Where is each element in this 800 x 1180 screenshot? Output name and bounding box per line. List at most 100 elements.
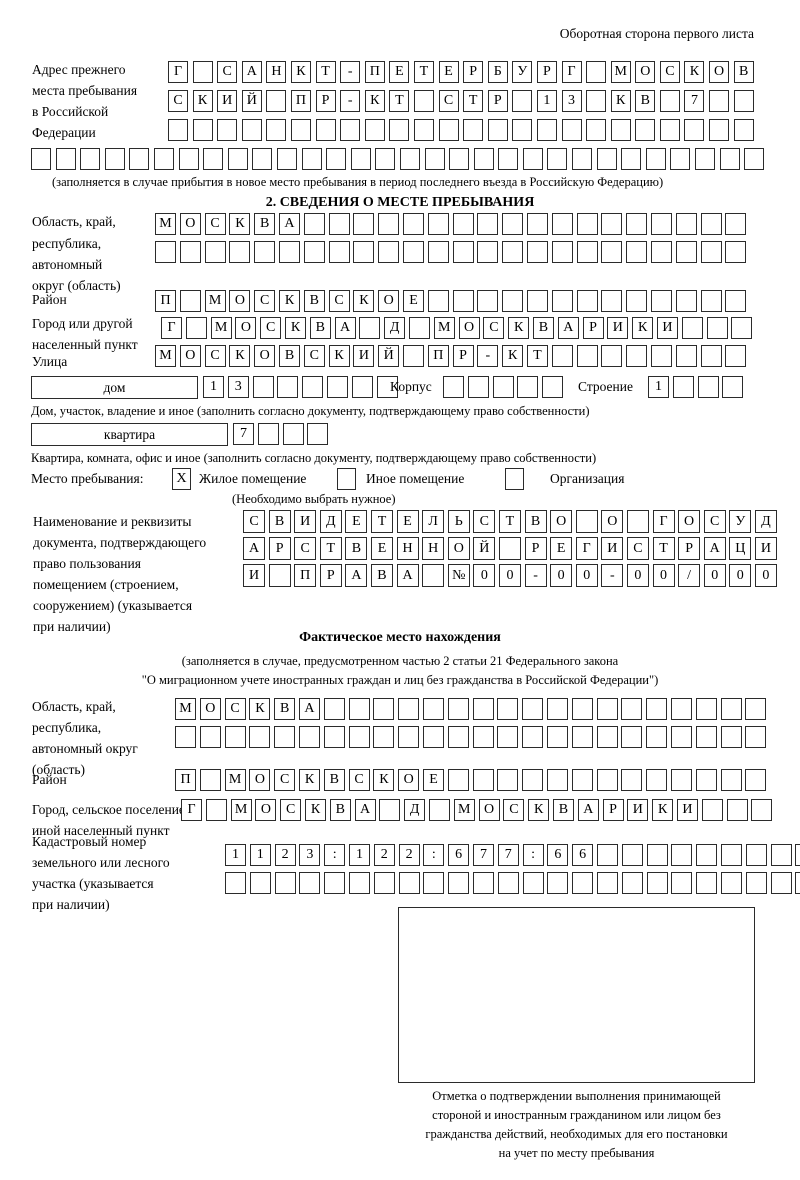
s2-region-r2-cell-4[interactable] [229,241,251,263]
doc-r2-cell-21[interactable]: И [754,537,777,560]
al-region-r1-cell-7[interactable] [323,698,345,720]
s2-city-cell-15[interactable]: К [508,317,530,339]
doc-r3-cell-3[interactable]: П [294,564,317,587]
stroenie-cell-2[interactable] [672,376,694,398]
doc-r2-cell-13[interactable]: Е [550,537,573,560]
prev-address-r2-cell-7[interactable]: Р [315,90,336,112]
s2-district-cell-18[interactable] [576,290,598,312]
s2-city-cell-6[interactable]: К [284,317,306,339]
korpus-cell-2[interactable] [467,376,489,398]
doc-r2-cell-7[interactable]: Н [396,537,419,560]
doc-r3-cell-11[interactable]: 0 [498,564,521,587]
house-cell-1[interactable]: 1 [203,376,224,398]
doc-r3-cell-19[interactable]: 0 [703,564,726,587]
al-cadastral-r1-cell-3[interactable]: 2 [274,844,296,866]
s2-street-cell-2[interactable]: О [179,345,201,367]
al-district-cell-16[interactable] [546,769,568,791]
prev-address-r1-cell-20[interactable]: О [635,61,656,83]
al-region-r2-cell-3[interactable] [224,726,246,748]
al-cadastral-r1-cell-6[interactable]: 1 [348,844,370,866]
al-region-r1-cell-5[interactable]: В [274,698,296,720]
al-district-cell-2[interactable] [199,769,221,791]
al-region-r2-cell-11[interactable] [422,726,444,748]
al-region-r2-cell-12[interactable] [447,726,469,748]
prev-address-r2-cell-15[interactable] [512,90,533,112]
prev-address-r4-cell-15[interactable] [375,148,396,170]
s2-region-r2-cell-11[interactable] [402,241,424,263]
prev-address-r4-cell-22[interactable] [547,148,568,170]
s2-street-cell-10[interactable]: Й [378,345,400,367]
s2-street-cell-8[interactable]: К [328,345,350,367]
al-cadastral-r1-cell-11[interactable]: 7 [472,844,494,866]
korpus-cell-3[interactable] [492,376,514,398]
s2-region-r1-cell-6[interactable]: А [278,213,300,235]
prev-address-r4-cell-18[interactable] [449,148,470,170]
s2-region-r1-cell-1[interactable]: М [155,213,176,235]
prev-address-r4-cell-10[interactable] [252,148,273,170]
al-city-cell-5[interactable]: С [280,799,302,821]
doc-r1-cell-13[interactable]: О [550,510,573,533]
s2-region-r2-cell-1[interactable] [155,241,176,263]
prev-address-r2-cell-13[interactable]: Т [463,90,484,112]
al-region-r2-cell-2[interactable] [199,726,221,748]
prev-address-r4-cell-3[interactable] [80,148,101,170]
prev-address-row-3[interactable] [168,119,758,141]
prev-address-r1-cell-3[interactable]: С [217,61,238,83]
s2-city-cell-5[interactable]: С [260,317,282,339]
prev-address-r3-cell-19[interactable] [610,119,631,141]
s2-region-r2-cell-19[interactable] [601,241,623,263]
s2-city-cell-13[interactable]: О [458,317,480,339]
doc-r3-cell-17[interactable]: 0 [652,564,675,587]
korpus-cell-1[interactable] [443,376,464,398]
prev-address-r2-cell-3[interactable]: И [217,90,238,112]
al-city-cell-6[interactable]: К [304,799,326,821]
prev-address-r4-cell-4[interactable] [104,148,125,170]
prev-address-r2-cell-11[interactable] [413,90,434,112]
doc-r1-cell-5[interactable]: Е [345,510,368,533]
prev-address-r3-cell-6[interactable] [290,119,311,141]
prev-address-r3-cell-12[interactable] [438,119,459,141]
doc-r3-cell-15[interactable]: - [601,564,624,587]
s2-district-cell-1[interactable]: П [155,290,176,312]
al-city-cell-24[interactable] [751,799,773,821]
doc-r2-cell-12[interactable]: Р [524,537,547,560]
s2-region-r2-cell-6[interactable] [278,241,300,263]
doc-r1-cell-16[interactable] [626,510,649,533]
al-city-cell-8[interactable]: А [354,799,376,821]
s2-city-cell-8[interactable]: А [334,317,356,339]
al-cadastral-r2-cell-21[interactable] [720,872,742,894]
doc-r3-cell-9[interactable]: № [447,564,470,587]
s2-region-r1-cell-3[interactable]: С [204,213,226,235]
stroenie-cell-3[interactable] [697,376,719,398]
s2-region-r1-cell-7[interactable] [303,213,325,235]
al-city-cell-14[interactable]: С [503,799,525,821]
s2-region-r2-cell-14[interactable] [477,241,499,263]
prev-address-r1-cell-23[interactable]: О [709,61,730,83]
prev-address-r4-cell-5[interactable] [129,148,150,170]
al-region-r2-cell-17[interactable] [571,726,593,748]
s2-region-r1-cell-16[interactable] [526,213,548,235]
prev-address-r1-cell-24[interactable]: В [733,61,754,83]
prev-address-r3-cell-10[interactable] [389,119,410,141]
doc-r1-cell-9[interactable]: Ь [447,510,470,533]
al-cadastral-r1-cell-15[interactable]: 6 [572,844,594,866]
al-cadastral-r1-cell-5[interactable]: : [324,844,346,866]
al-region-r2-cell-7[interactable] [323,726,345,748]
al-region-row-2[interactable] [175,726,770,748]
s2-region-r1-cell-17[interactable] [551,213,573,235]
s2-region-r2-cell-10[interactable] [378,241,400,263]
al-cadastral-r1-cell-2[interactable]: 1 [249,844,271,866]
al-region-r2-cell-20[interactable] [646,726,668,748]
doc-r1-cell-17[interactable]: Г [652,510,675,533]
doc-r3-cell-21[interactable]: 0 [754,564,777,587]
al-cadastral-r2-cell-8[interactable] [398,872,420,894]
s2-district-cell-15[interactable] [502,290,524,312]
prev-address-r2-cell-18[interactable] [586,90,607,112]
al-region-r1-cell-3[interactable]: С [224,698,246,720]
doc-r2-cell-15[interactable]: И [601,537,624,560]
prev-address-r4-cell-29[interactable] [719,148,740,170]
prev-address-r3-cell-24[interactable] [733,119,754,141]
s2-region-r1-cell-10[interactable] [378,213,400,235]
al-region-r1-cell-2[interactable]: О [199,698,221,720]
prev-address-r2-cell-5[interactable] [266,90,287,112]
